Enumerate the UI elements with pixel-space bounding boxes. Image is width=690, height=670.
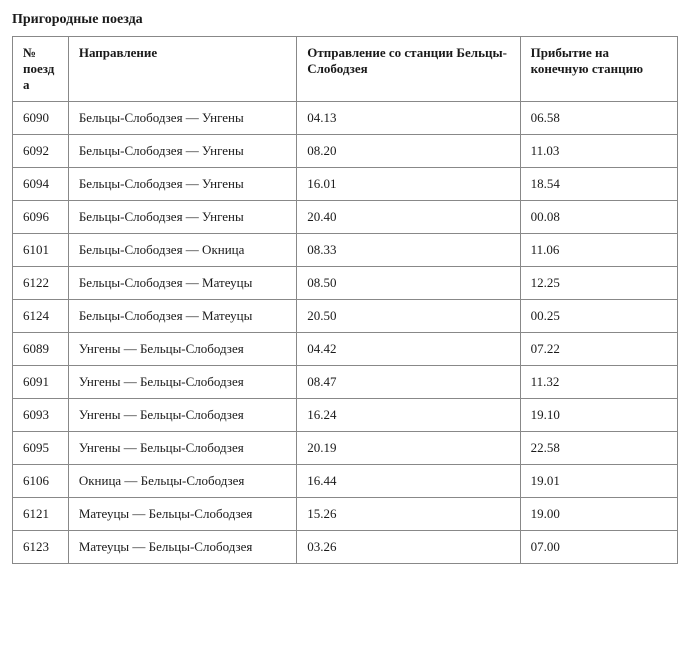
table-cell: 6095 [13, 432, 69, 465]
table-cell: 08.33 [297, 234, 520, 267]
table-row: 6091Унгены — Бельцы-Слободзея08.4711.32 [13, 366, 678, 399]
table-row: 6123Матеуцы — Бельцы-Слободзея03.2607.00 [13, 531, 678, 564]
table-cell: Матеуцы — Бельцы-Слободзея [68, 531, 296, 564]
table-row: 6095Унгены — Бельцы-Слободзея20.1922.58 [13, 432, 678, 465]
table-cell: 11.06 [520, 234, 677, 267]
table-cell: 6093 [13, 399, 69, 432]
table-cell: Бельцы-Слободзея — Унгены [68, 201, 296, 234]
table-cell: 20.50 [297, 300, 520, 333]
table-cell: 11.03 [520, 135, 677, 168]
table-cell: 15.26 [297, 498, 520, 531]
table-cell: 16.01 [297, 168, 520, 201]
table-cell: Бельцы-Слободзея — Матеуцы [68, 267, 296, 300]
table-cell: 00.25 [520, 300, 677, 333]
table-cell: 06.58 [520, 102, 677, 135]
table-cell: 16.24 [297, 399, 520, 432]
table-row: 6092Бельцы-Слободзея — Унгены08.2011.03 [13, 135, 678, 168]
table-cell: 08.50 [297, 267, 520, 300]
table-cell: 07.22 [520, 333, 677, 366]
table-cell: 19.10 [520, 399, 677, 432]
table-cell: 08.20 [297, 135, 520, 168]
table-cell: 6123 [13, 531, 69, 564]
table-cell: 19.00 [520, 498, 677, 531]
table-row: 6090Бельцы-Слободзея — Унгены04.1306.58 [13, 102, 678, 135]
table-cell: Бельцы-Слободзея — Матеуцы [68, 300, 296, 333]
table-cell: 6094 [13, 168, 69, 201]
table-cell: Бельцы-Слободзея — Унгены [68, 135, 296, 168]
table-cell: 00.08 [520, 201, 677, 234]
table-cell: 20.19 [297, 432, 520, 465]
table-cell: 18.54 [520, 168, 677, 201]
table-cell: Унгены — Бельцы-Слободзея [68, 399, 296, 432]
table-row: 6096Бельцы-Слободзея — Унгены20.4000.08 [13, 201, 678, 234]
table-row: 6094Бельцы-Слободзея — Унгены16.0118.54 [13, 168, 678, 201]
table-cell: Матеуцы — Бельцы-Слободзея [68, 498, 296, 531]
table-row: 6124Бельцы-Слободзея — Матеуцы20.5000.25 [13, 300, 678, 333]
table-cell: 6106 [13, 465, 69, 498]
table-cell: 6089 [13, 333, 69, 366]
table-row: 6106Окница — Бельцы-Слободзея16.4419.01 [13, 465, 678, 498]
table-cell: Унгены — Бельцы-Слободзея [68, 432, 296, 465]
table-cell: Бельцы-Слободзея — Унгены [68, 102, 296, 135]
table-cell: 22.58 [520, 432, 677, 465]
table-cell: 08.47 [297, 366, 520, 399]
table-row: 6122Бельцы-Слободзея — Матеуцы08.5012.25 [13, 267, 678, 300]
table-row: 6121Матеуцы — Бельцы-Слободзея15.2619.00 [13, 498, 678, 531]
table-cell: 16.44 [297, 465, 520, 498]
table-cell: Бельцы-Слободзея — Окница [68, 234, 296, 267]
table-cell: 11.32 [520, 366, 677, 399]
table-cell: 6101 [13, 234, 69, 267]
table-row: 6093Унгены — Бельцы-Слободзея16.2419.10 [13, 399, 678, 432]
col-direction: Направление [68, 37, 296, 102]
table-cell: 6122 [13, 267, 69, 300]
table-header-row: № поезда Направление Отправление со стан… [13, 37, 678, 102]
col-departure: Отправление со станции Бельцы-Слободзея [297, 37, 520, 102]
table-cell: 07.00 [520, 531, 677, 564]
table-cell: 04.13 [297, 102, 520, 135]
table-cell: 19.01 [520, 465, 677, 498]
table-cell: 6096 [13, 201, 69, 234]
table-cell: Окница — Бельцы-Слободзея [68, 465, 296, 498]
table-cell: 6124 [13, 300, 69, 333]
table-cell: 20.40 [297, 201, 520, 234]
table-cell: 6091 [13, 366, 69, 399]
table-row: 6089Унгены — Бельцы-Слободзея04.4207.22 [13, 333, 678, 366]
page-title: Пригородные поезда [12, 12, 678, 28]
table-cell: 6090 [13, 102, 69, 135]
table-cell: 04.42 [297, 333, 520, 366]
table-cell: 12.25 [520, 267, 677, 300]
table-cell: 03.26 [297, 531, 520, 564]
table-cell: 6121 [13, 498, 69, 531]
col-arrival: Прибытие на конечную станцию [520, 37, 677, 102]
schedule-table: № поезда Направление Отправление со стан… [12, 36, 678, 564]
table-cell: Унгены — Бельцы-Слободзея [68, 366, 296, 399]
col-train-number: № поезда [13, 37, 69, 102]
table-cell: Унгены — Бельцы-Слободзея [68, 333, 296, 366]
table-row: 6101Бельцы-Слободзея — Окница08.3311.06 [13, 234, 678, 267]
table-cell: 6092 [13, 135, 69, 168]
table-cell: Бельцы-Слободзея — Унгены [68, 168, 296, 201]
